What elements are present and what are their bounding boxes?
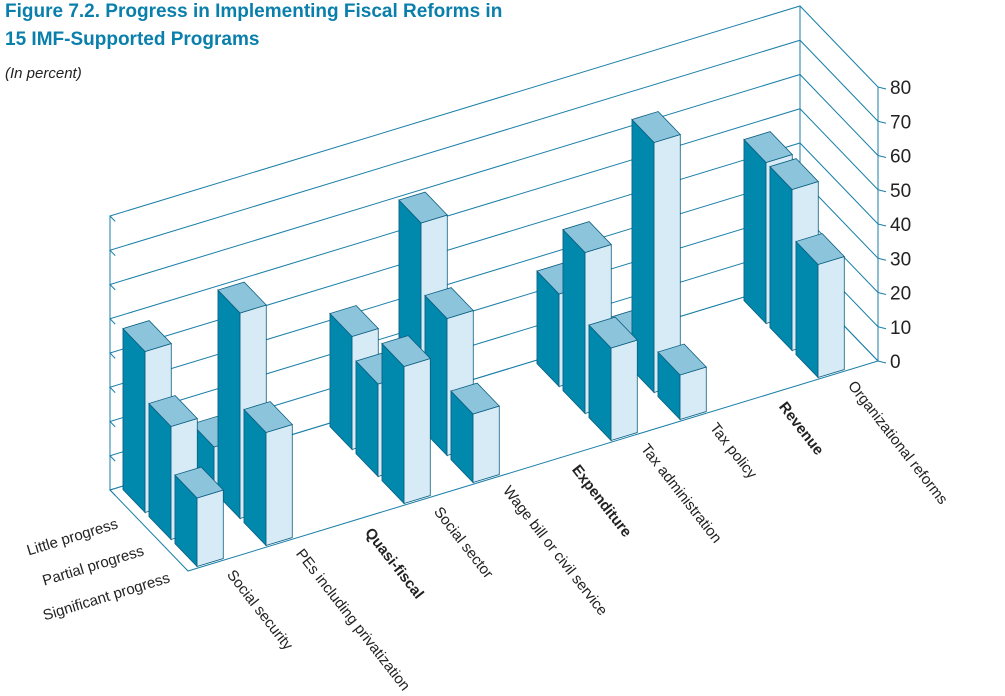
bar [450,382,501,484]
bar-top [174,466,225,499]
bar [657,343,708,421]
grid-line [109,5,879,222]
y-tick-label: 10 [890,318,911,339]
y-tick-label: 20 [890,284,911,305]
bar-side [148,402,172,541]
bar-side [769,165,793,352]
y-tick-label: 0 [890,352,901,373]
x-tick-label: Tax policy [706,420,760,483]
bar [174,466,225,568]
y-tick-label: 50 [890,181,911,202]
y-tick [877,155,887,158]
chart-title: Figure 7.2. Progress in Implementing Fis… [5,1,502,50]
y-tick [877,292,887,295]
grid-line [109,142,879,359]
grid-line [109,176,879,393]
bar-top [398,191,449,224]
x-tick-label: Social sector [430,504,496,582]
bar-top [450,382,501,415]
bar-face [679,366,707,421]
y-tick [877,257,887,261]
y-tick [877,360,887,364]
bar [243,401,294,547]
bar-face [403,357,431,505]
y-tick-label: 30 [890,249,911,270]
y-tick-label: 70 [890,112,911,133]
bar-top [243,401,294,433]
y-tick [877,86,887,90]
bar-face [472,405,500,484]
bar-top [217,281,268,314]
bar-face [610,339,638,442]
y-tick [877,189,887,193]
bar-top [381,335,432,367]
bar-side [381,342,405,505]
x-tick-label: Tax administration [637,441,725,547]
y-tick [877,223,887,227]
y-tick [877,120,887,124]
bar-side [562,228,586,415]
grid-line [109,73,879,291]
bar [588,316,639,442]
bar-face [196,489,224,568]
bar-side [217,289,241,520]
bar-side [122,327,146,514]
bar-top [769,158,820,190]
bar-side [795,240,819,379]
y-tick-label: 60 [890,147,911,168]
bar-top [562,221,613,253]
x-tick-label: Revenue [775,399,827,459]
bar-top [795,233,846,265]
x-tick-label: Social security [223,567,296,654]
bar-side [243,408,267,547]
bar-side [743,138,767,325]
y-tick [877,326,887,330]
bar-top [148,395,199,427]
title-line: Figure 7.2. Progress in Implementing Fis… [5,1,502,22]
bar-top [657,343,708,376]
x-tick-label: Quasi-fiscal [361,525,427,602]
bar [631,111,682,394]
bar-face [265,423,293,547]
y-tick-label: 40 [890,215,911,236]
bar-top [424,287,475,319]
bar-top [631,111,682,143]
chart-subtitle: (In percent) [5,65,82,82]
bar-face [817,255,845,379]
grid-line [109,108,879,325]
grid-line [109,39,879,256]
y-tick-label: 80 [890,78,911,99]
bar-side [329,312,353,451]
bar-top [329,305,380,337]
bar [795,233,846,379]
bar-top [122,320,173,352]
bar [381,335,432,505]
title-line: 15 IMF-Supported Programs [5,29,259,50]
bar-top [743,131,794,163]
bar-top [588,316,639,349]
x-tick-label: Expenditure [568,462,635,541]
x-tick-label: Organizational reforms [844,378,951,508]
